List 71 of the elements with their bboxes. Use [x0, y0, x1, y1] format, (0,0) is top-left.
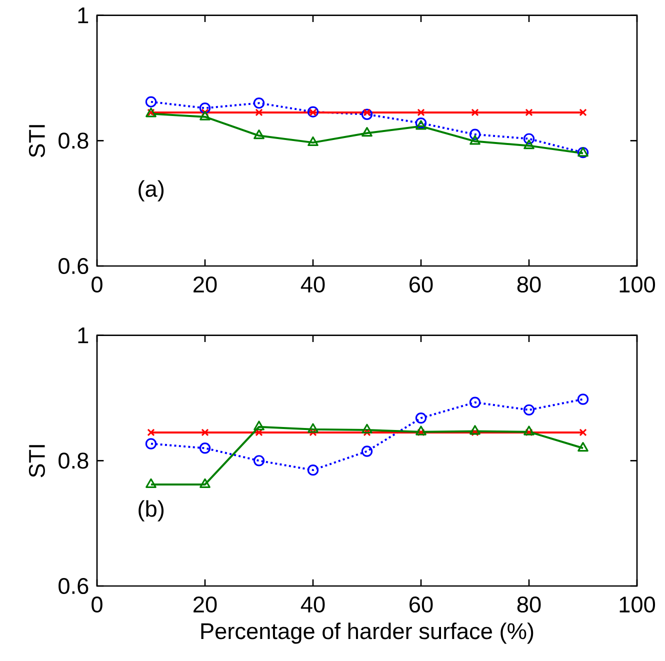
- y-tick-label: 0.6: [58, 258, 88, 274]
- x-axis-title: Percentage of harder surface (%): [201, 622, 534, 644]
- point: [200, 478, 210, 488]
- x-tick-label: 100: [620, 596, 656, 613]
- point: [200, 110, 210, 120]
- point: [416, 426, 426, 436]
- point: [307, 464, 319, 476]
- point: [199, 442, 211, 454]
- point: [255, 428, 263, 436]
- annotation: (a): [138, 180, 164, 202]
- point: [471, 428, 479, 436]
- x-tick-label: 60: [410, 596, 433, 613]
- point: [470, 135, 480, 145]
- point: [471, 108, 479, 116]
- point: [145, 96, 157, 108]
- point: [255, 108, 263, 116]
- point: [577, 394, 589, 405]
- point: [523, 404, 535, 416]
- point: [525, 428, 533, 436]
- point: [469, 128, 481, 140]
- point: [362, 127, 372, 137]
- point: [201, 108, 209, 116]
- y-tick-label: 0.6: [58, 578, 88, 594]
- point: [525, 108, 533, 116]
- x-tick-label: 40: [300, 596, 325, 613]
- point: [145, 438, 157, 450]
- point: [362, 424, 372, 434]
- point: [254, 420, 264, 430]
- x-tick-label: 40: [300, 276, 325, 293]
- y-axis-title: STI: [28, 445, 45, 478]
- point: [415, 118, 427, 129]
- point: [363, 428, 371, 436]
- point: [361, 446, 373, 457]
- point: [309, 428, 317, 436]
- x-tick-label: 80: [517, 596, 541, 613]
- point: [579, 428, 587, 436]
- y-tick-label: 1: [78, 328, 88, 344]
- point: [199, 102, 211, 114]
- x-tick-label: 60: [410, 276, 433, 293]
- point: [578, 442, 588, 452]
- x-tick-label: 0: [92, 276, 102, 293]
- point: [470, 425, 480, 435]
- point: [253, 455, 265, 466]
- point: [308, 423, 318, 433]
- point: [361, 108, 373, 120]
- point: [524, 140, 534, 150]
- point: [523, 133, 535, 144]
- point: [415, 412, 427, 424]
- y-tick-label: 1: [78, 8, 88, 24]
- point: [417, 108, 425, 116]
- y-tick-label: 0.8: [58, 452, 88, 469]
- point: [253, 97, 265, 109]
- x-tick-label: 20: [194, 276, 217, 293]
- y-axis-title: STI: [28, 125, 45, 158]
- x-tick-label: 100: [620, 276, 656, 293]
- x-tick-label: 0: [92, 596, 102, 613]
- point: [416, 120, 426, 130]
- point: [469, 396, 481, 408]
- point: [524, 426, 534, 436]
- point: [201, 428, 209, 436]
- x-tick-label: 80: [517, 276, 541, 293]
- point: [146, 478, 156, 488]
- annotation: (b): [138, 500, 164, 522]
- point: [308, 136, 318, 146]
- point: [307, 106, 319, 118]
- point: [254, 130, 264, 140]
- point: [147, 428, 155, 436]
- x-tick-label: 20: [194, 596, 217, 613]
- point: [579, 108, 587, 116]
- point: [417, 428, 425, 436]
- y-tick-label: 0.8: [58, 132, 88, 149]
